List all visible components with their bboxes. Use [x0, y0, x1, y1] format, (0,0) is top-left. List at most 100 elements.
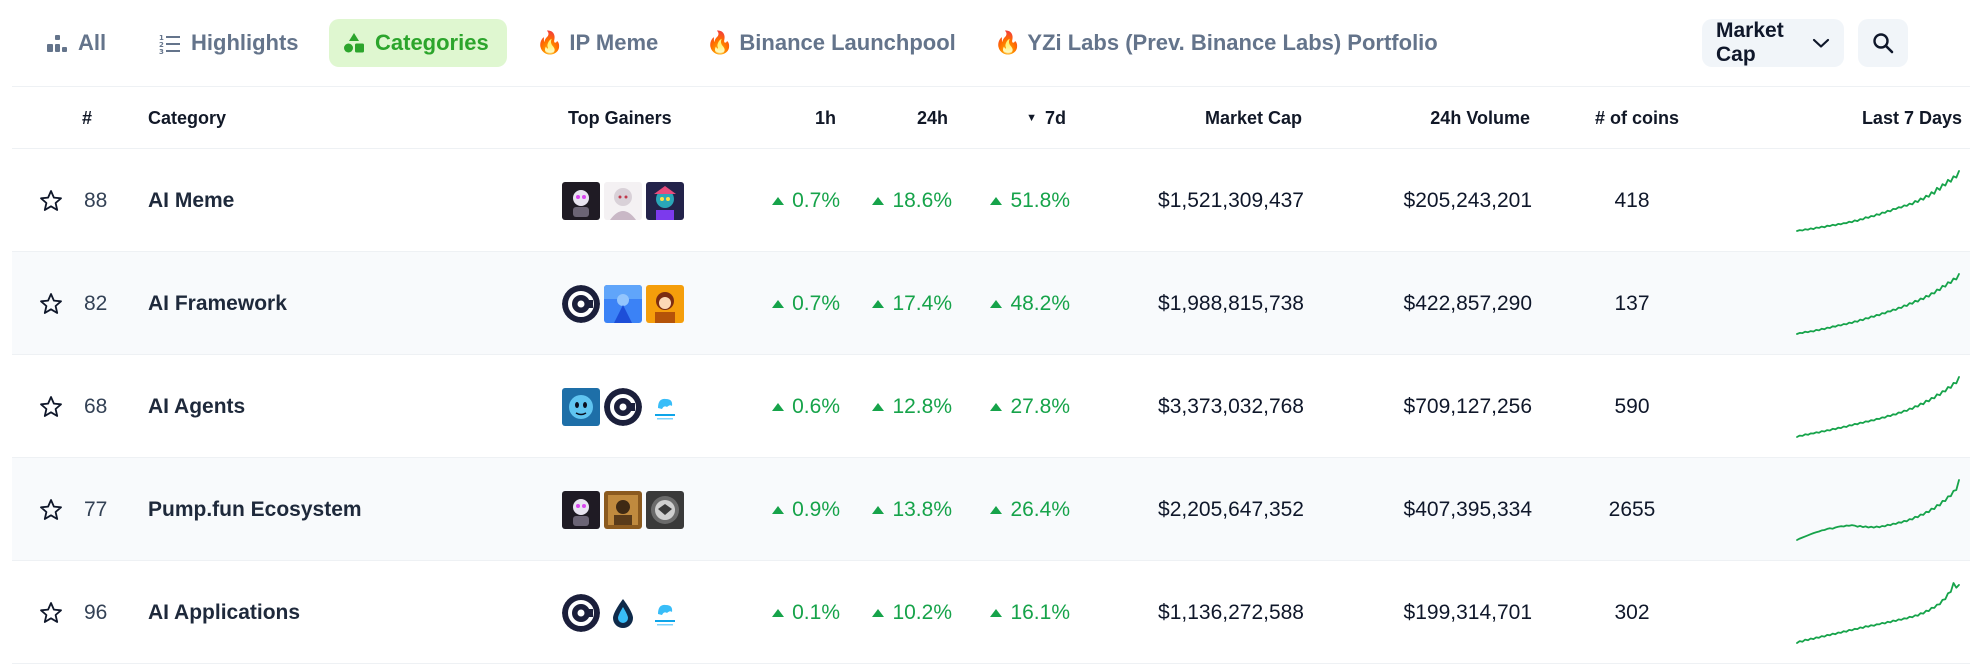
header-num-coins[interactable]: # of coins — [1594, 107, 1679, 128]
tab-binance-launchpool[interactable]: 🔥 Binance Launchpool — [696, 19, 966, 67]
coin-logo-cyber-character[interactable] — [646, 181, 684, 220]
header-1h[interactable]: 1h — [814, 107, 836, 128]
star-icon — [39, 498, 63, 522]
tab-categories[interactable]: Categories — [329, 19, 507, 67]
favorite-star-button[interactable] — [27, 252, 75, 355]
category-link[interactable]: AI Agents — [148, 394, 246, 418]
market-cap-value: $2,205,647,352 — [1158, 497, 1304, 521]
header-market-cap[interactable]: Market Cap — [1204, 107, 1302, 128]
arrow-up-icon — [872, 608, 885, 617]
row-rank: 68 — [84, 394, 108, 418]
coin-logo-brain-text[interactable] — [646, 387, 684, 426]
fire-icon: 🔥 — [536, 30, 564, 55]
coin-logo-golden-frame[interactable] — [604, 490, 642, 529]
num-coins-value: 302 — [1614, 600, 1650, 624]
table-row[interactable]: 88 AI Meme 0.7% 18.6% 51.8% $1,521,309,4… — [12, 149, 1970, 252]
star-icon — [39, 395, 63, 419]
sparkline-series — [1796, 169, 1960, 232]
category-link[interactable]: AI Applications — [148, 600, 301, 624]
change-1h-value: 0.1% — [792, 600, 840, 624]
category-link[interactable]: AI Framework — [148, 291, 287, 315]
row-rank: 77 — [84, 497, 108, 521]
header-category[interactable]: Category — [148, 107, 227, 128]
star-icon — [39, 189, 63, 213]
arrow-up-icon — [872, 402, 885, 411]
tab-ip-meme-label: IP Meme — [569, 30, 659, 55]
favorite-star-button[interactable] — [27, 149, 75, 252]
category-link[interactable]: Pump.fun Ecosystem — [148, 497, 362, 521]
tab-highlights[interactable]: 1 2 3 Highlights — [145, 19, 311, 67]
change-1h: 0.6% — [712, 355, 840, 458]
coin-logo-c-circle[interactable] — [562, 593, 600, 632]
sparkline-7d — [1742, 252, 1962, 355]
volume-24h-value: $205,243,201 — [1403, 188, 1532, 212]
header-rank[interactable]: # — [82, 107, 93, 128]
tab-yzi-labs-portfolio-label: YZi Labs (Prev. Binance Labs) Portfolio — [1027, 30, 1438, 55]
sort-by-select[interactable]: Market Cap — [1702, 19, 1844, 67]
header-last-7-days: Last 7 Days — [1861, 107, 1962, 128]
header-24h-volume[interactable]: 24h Volume — [1430, 107, 1530, 128]
arrow-up-icon — [772, 608, 785, 617]
search-icon — [1872, 32, 1894, 54]
tab-all[interactable]: All — [30, 19, 120, 67]
coin-logo-blue-drop[interactable] — [604, 593, 642, 632]
search-button[interactable] — [1858, 19, 1908, 67]
coin-logo-blue-figure[interactable] — [604, 284, 642, 323]
table-row[interactable]: 96 AI Applications 0.1% 10.2% 16.1% $1,1… — [12, 561, 1970, 664]
favorite-star-button[interactable] — [27, 458, 75, 561]
header-24h[interactable]: 24h — [916, 107, 948, 128]
change-7d: 48.2% — [962, 252, 1070, 355]
change-24h: 12.8% — [842, 355, 952, 458]
coin-logo-anime-girl[interactable] — [604, 181, 642, 220]
tab-yzi-labs-portfolio[interactable]: 🔥 YZi Labs (Prev. Binance Labs) Portfoli… — [984, 19, 1448, 67]
arrow-up-icon — [772, 505, 785, 514]
star-icon — [39, 292, 63, 316]
coin-logo-c-circle[interactable] — [562, 284, 600, 323]
coin-logo-dark-robot[interactable] — [562, 490, 600, 529]
arrow-up-icon — [772, 402, 785, 411]
volume-24h-value: $422,857,290 — [1403, 291, 1532, 315]
change-24h: 13.8% — [842, 458, 952, 561]
header-top-gainers: Top Gainers — [568, 107, 672, 128]
num-coins-value: 418 — [1614, 188, 1650, 212]
change-7d-value: 27.8% — [1010, 394, 1070, 418]
fire-icon: 🔥 — [706, 30, 734, 55]
coin-logo-dark-robot[interactable] — [562, 181, 600, 220]
favorite-star-button[interactable] — [27, 561, 75, 664]
coin-logo-orange-character[interactable] — [646, 284, 684, 323]
change-24h-value: 17.4% — [892, 291, 952, 315]
tab-ip-meme[interactable]: 🔥 IP Meme — [526, 19, 668, 67]
favorite-star-button[interactable] — [27, 355, 75, 458]
change-1h: 0.7% — [712, 149, 840, 252]
svg-text:3: 3 — [159, 48, 164, 54]
star-icon — [39, 601, 63, 625]
coin-logo-seal-emblem[interactable] — [646, 490, 684, 529]
volume-24h-value: $407,395,334 — [1403, 497, 1532, 521]
arrow-up-icon — [990, 402, 1003, 411]
top-gainers — [562, 561, 722, 664]
table-row[interactable]: 82 AI Framework 0.7% 17.4% 48.2% $1,988,… — [12, 252, 1970, 355]
coin-logo-c-circle[interactable] — [604, 387, 642, 426]
category-tabs-bar: All 1 2 3 Highlights Categories 🔥 IP — [0, 0, 1970, 86]
change-7d: 27.8% — [962, 355, 1070, 458]
coin-logo-brain-text[interactable] — [646, 593, 684, 632]
volume-24h-value: $709,127,256 — [1403, 394, 1532, 418]
header-7d-label: 7d — [1044, 107, 1066, 128]
row-rank: 82 — [84, 291, 108, 315]
arrow-up-icon — [990, 196, 1003, 205]
change-7d: 26.4% — [962, 458, 1070, 561]
divider — [12, 86, 1970, 87]
table-row[interactable]: 68 AI Agents 0.6% 12.8% 27.8% $3,373,032… — [12, 355, 1970, 458]
category-link[interactable]: AI Meme — [148, 188, 235, 212]
arrow-up-icon — [772, 299, 785, 308]
num-coins-value: 137 — [1614, 291, 1650, 315]
sparkline-series — [1796, 478, 1960, 541]
change-7d-value: 51.8% — [1010, 188, 1070, 212]
header-7d[interactable]: ▼ 7d — [972, 87, 1066, 149]
row-rank: 88 — [84, 188, 108, 212]
table-row[interactable]: 77 Pump.fun Ecosystem 0.9% 13.8% 26.4% $… — [12, 458, 1970, 561]
sparkline-series — [1796, 581, 1960, 644]
market-cap-value: $1,136,272,588 — [1158, 600, 1304, 624]
sparkline-7d — [1742, 355, 1962, 458]
coin-logo-blue-alien[interactable] — [562, 387, 600, 426]
